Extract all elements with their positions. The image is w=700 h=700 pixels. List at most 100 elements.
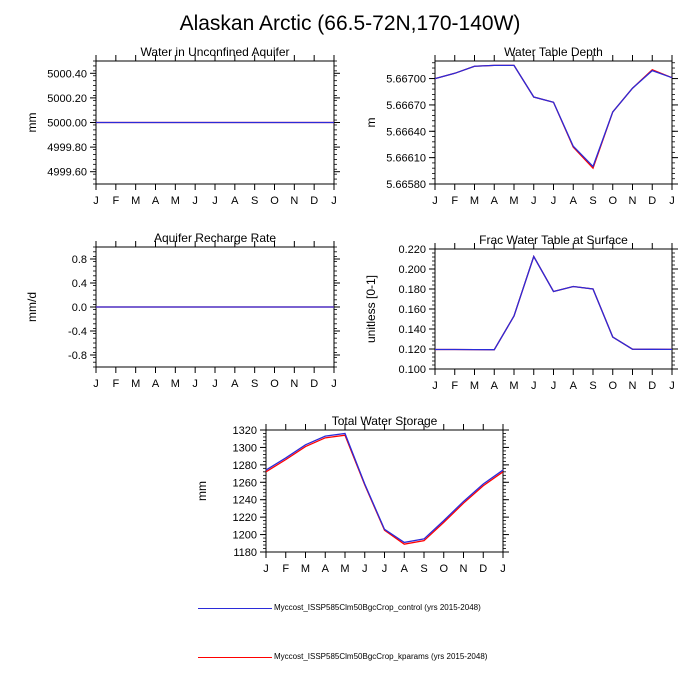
y-tick-label: 0.8 [72,254,87,266]
panel-frac-water-table: Frac Water Table at Surface unitless [0-1… [364,233,678,392]
x-tick-label: M [470,380,479,392]
y-tick-label: 0.0 [72,302,87,314]
x-tick-label: M [301,563,310,575]
series-line-kparams [265,434,504,545]
x-tick-label: O [608,195,617,207]
legend-swatch-control [198,608,272,609]
x-tick-label: D [648,195,656,207]
x-tick-label: D [479,563,487,575]
x-tick-label: A [322,563,330,575]
x-tick-label: J [212,195,218,207]
y-tick-label: 5.66670 [386,100,426,112]
panel-water-table-depth: Water Table Depth m 5.66580 5.66610 5.66640 5… [364,45,678,207]
y-tick-label: 0.180 [398,284,426,296]
legend-label-control: Myccost_ISSP585Clm50BgcCrop_control (yrs… [274,603,481,612]
x-tick-label: J [192,378,198,390]
panel-aquifer-water: Water in Unconfined Aquifer mm 4999.60 4999… [25,45,340,207]
y-axis-label: mm/d [25,292,39,322]
x-tick-label: A [491,195,499,207]
x-tick-label: M [340,563,349,575]
plot-frame [434,60,673,185]
y-tick-label: 4999.60 [47,167,87,179]
x-tick-label: J [263,563,269,575]
y-tick-label: -0.8 [68,350,87,362]
x-tick-label: N [629,195,637,207]
y-tick-label: 0.4 [72,278,87,290]
x-tick-label: F [112,378,119,390]
y-tick-label: 1180 [233,547,257,559]
panel-title: Total Water Storage [332,414,438,428]
x-tick-label: J [669,380,675,392]
x-tick-label: N [460,563,468,575]
x-tick-label: S [420,563,427,575]
x-tick-label: F [282,563,289,575]
x-tick-label: D [310,378,318,390]
x-tick-label: A [152,195,160,207]
series-line-kparams [435,254,673,351]
x-tick-label: J [551,380,557,392]
x-tick-label: A [570,195,578,207]
x-tick-label: F [451,195,458,207]
x-tick-label: J [382,563,388,575]
y-tick-label: 1320 [233,425,257,437]
series-line-kparams [434,64,673,170]
x-tick-label: F [451,380,458,392]
x-tick-label: J [500,563,506,575]
x-tick-label: N [629,380,637,392]
plot-frame [265,429,504,553]
panel-title: Water Table Depth [504,45,603,59]
x-tick-label: J [331,195,337,207]
x-tick-label: O [439,563,448,575]
x-tick-label: J [432,195,438,207]
legend-swatch-kparams [198,657,272,658]
y-tick-label: 1200 [233,530,257,542]
x-tick-label: S [589,380,596,392]
x-tick-label: S [251,195,258,207]
x-tick-label: O [608,380,617,392]
x-tick-label: D [310,195,318,207]
y-tick-label: 5000.20 [47,93,87,105]
y-tick-label: -0.4 [68,326,87,338]
figure-title: Alaskan Arctic (66.5-72N,170-140W) [179,12,521,35]
x-tick-label: N [290,195,298,207]
y-tick-label: 5000.00 [47,118,87,130]
x-tick-label: M [470,195,479,207]
y-tick-label: 1220 [233,512,257,524]
legend-item-kparams: Myccost_ISSP585Clm50BgcCrop_kparams (yrs… [198,651,678,665]
panel-recharge-rate: Aquifer Recharge Rate mm/d -0.8 -0.4 0.0 0.4 0… [25,231,340,390]
x-tick-label: J [93,195,99,207]
series-line-control [265,432,504,544]
panel-title: Frac Water Table at Surface [479,233,628,247]
legend-item-control: Myccost_ISSP585Clm50BgcCrop_control (yrs… [198,602,678,616]
x-tick-label: J [93,378,99,390]
x-tick-label: O [270,378,279,390]
x-tick-label: M [131,378,140,390]
x-tick-label: M [171,378,180,390]
x-tick-label: M [171,195,180,207]
x-tick-label: D [648,380,656,392]
y-axis-label: unitless [0-1] [364,275,378,343]
x-tick-label: A [152,378,160,390]
x-tick-label: A [231,378,239,390]
x-tick-label: F [112,195,119,207]
x-tick-label: J [551,195,557,207]
x-tick-label: S [589,195,596,207]
x-tick-label: M [509,380,518,392]
panel-title: Aquifer Recharge Rate [154,231,276,245]
x-tick-label: A [231,195,239,207]
x-tick-label: A [401,563,409,575]
x-tick-label: A [491,380,499,392]
y-tick-label: 0.100 [398,364,426,376]
x-tick-label: J [331,378,337,390]
x-tick-label: S [251,378,258,390]
y-axis-label: m [364,118,378,128]
x-tick-label: J [432,380,438,392]
y-tick-label: 0.200 [398,264,426,276]
x-tick-label: O [270,195,279,207]
y-tick-label: 5000.40 [47,68,87,80]
x-tick-label: J [531,195,537,207]
x-tick-label: J [362,563,368,575]
y-tick-label: 5.66610 [386,153,426,165]
